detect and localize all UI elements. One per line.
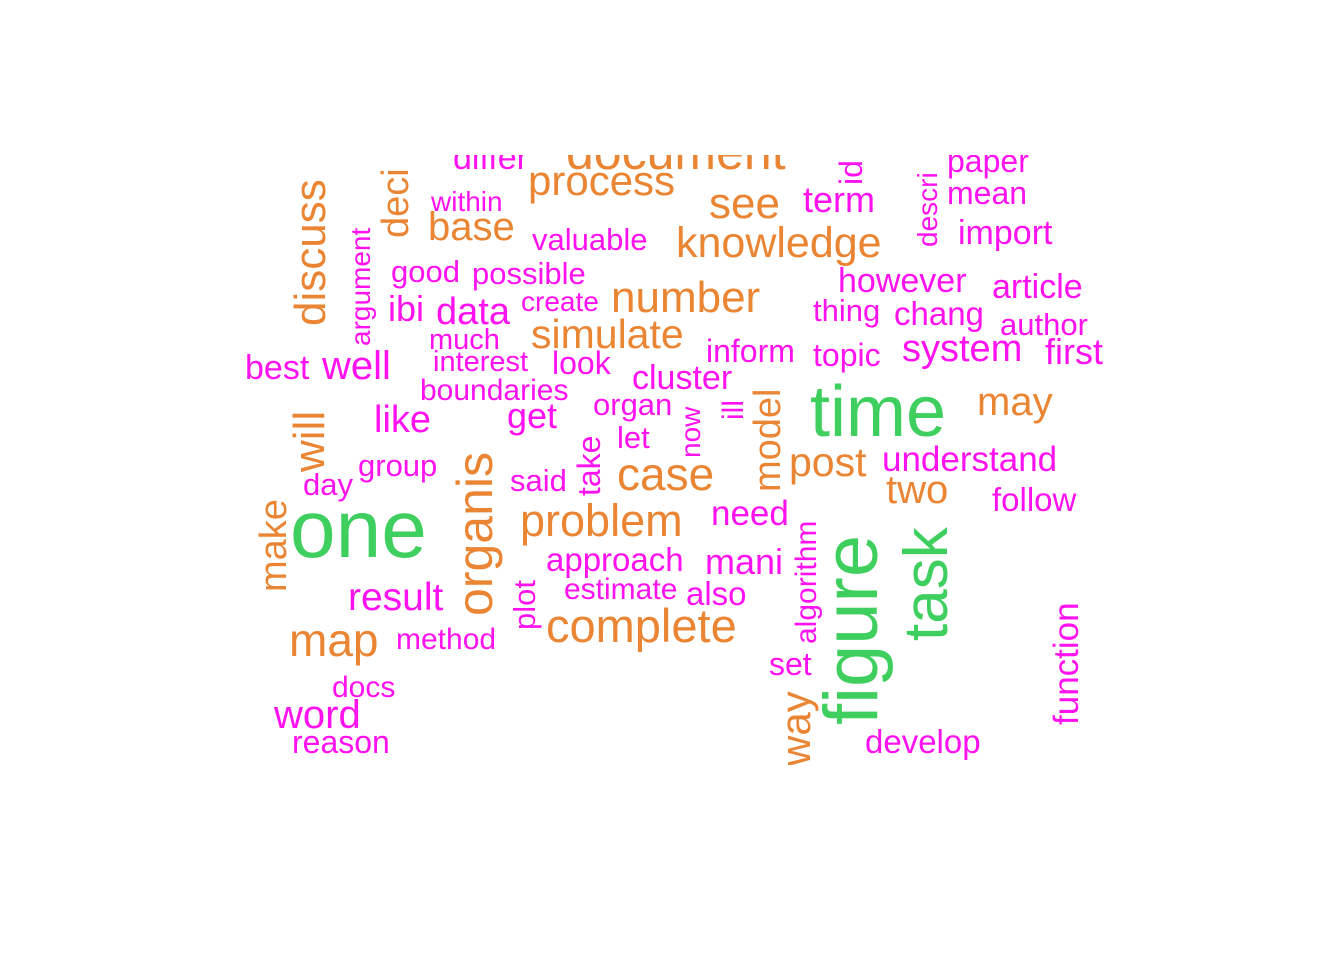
word-develop: develop xyxy=(865,723,981,761)
word-function: function xyxy=(1047,602,1086,725)
word-like: like xyxy=(374,398,432,441)
word-will: will xyxy=(285,410,334,472)
word-import: import xyxy=(958,214,1053,253)
word-task: task xyxy=(892,527,961,641)
word-number: number xyxy=(611,273,761,323)
word-argument: argument xyxy=(345,227,376,346)
word-document: document xyxy=(566,155,786,177)
word-data: data xyxy=(436,290,510,333)
word-paper: paper xyxy=(947,155,1029,180)
word-method: method xyxy=(396,622,497,656)
word-discuss: discuss xyxy=(286,179,335,326)
word-understand: understand xyxy=(882,440,1058,480)
word-deci: deci xyxy=(375,168,417,238)
word-look: look xyxy=(552,345,611,382)
word-first: first xyxy=(1045,331,1103,373)
word-map: map xyxy=(289,614,379,667)
word-approach: approach xyxy=(546,541,684,579)
word-problem: problem xyxy=(520,495,683,547)
word-chang: chang xyxy=(894,295,984,333)
word-thing: thing xyxy=(813,292,881,328)
word-also: also xyxy=(686,575,747,613)
word-knowledge: knowledge xyxy=(676,219,882,268)
word-complete: complete xyxy=(546,599,737,653)
word-ibi: ibi xyxy=(388,288,425,330)
word-system: system xyxy=(902,327,1023,370)
word-said: said xyxy=(510,462,567,498)
word-see: see xyxy=(709,179,780,229)
word-author: author xyxy=(1000,306,1088,342)
word-model: model xyxy=(747,388,789,493)
word-set: set xyxy=(769,646,812,683)
word-valuable: valuable xyxy=(532,221,648,257)
word-case: case xyxy=(617,448,715,501)
word-follow: follow xyxy=(992,481,1077,519)
word-best: best xyxy=(245,349,310,388)
word-ill: ill xyxy=(717,400,750,420)
word-differ: differ xyxy=(453,155,528,178)
word-time: time xyxy=(810,371,947,452)
word-topic: topic xyxy=(813,337,881,374)
word-group: group xyxy=(358,447,438,483)
word-base: base xyxy=(428,204,515,249)
word-figure: figure xyxy=(809,534,894,725)
word-may: may xyxy=(977,379,1053,424)
word-two: two xyxy=(886,467,949,512)
word-post: post xyxy=(789,438,867,485)
word-inform: inform xyxy=(706,333,795,370)
word-cluster: cluster xyxy=(632,359,733,398)
word-term: term xyxy=(803,179,875,221)
word-mani: mani xyxy=(705,541,784,583)
word-result: result xyxy=(348,575,444,619)
word-well: well xyxy=(322,343,391,388)
word-docs: docs xyxy=(332,670,396,704)
word-take: take xyxy=(571,435,607,496)
word-much: much xyxy=(429,323,500,356)
word-make: make xyxy=(253,499,295,592)
word-possible: possible xyxy=(472,255,586,291)
word-way: way xyxy=(772,691,819,765)
word-boundaries: boundaries xyxy=(420,373,569,407)
word-process: process xyxy=(528,156,676,204)
word-now: now xyxy=(675,406,706,458)
word-create: create xyxy=(521,285,599,317)
word-reason: reason xyxy=(292,724,390,761)
word-interest: interest xyxy=(433,345,529,378)
word-let: let xyxy=(617,419,650,455)
word-estimate: estimate xyxy=(564,572,678,606)
word-organis: organis xyxy=(447,452,503,616)
word-simulate: simulate xyxy=(531,310,684,357)
word-within: within xyxy=(431,185,503,217)
word-algorithm: algorithm xyxy=(790,520,823,644)
word-however: however xyxy=(838,262,967,301)
word-article: article xyxy=(992,268,1083,307)
word-plot: plot xyxy=(507,580,542,630)
word-mean: mean xyxy=(947,175,1028,212)
word-get: get xyxy=(507,395,558,437)
word-good: good xyxy=(391,253,460,289)
word-word: word xyxy=(274,692,361,737)
word-descri: descri xyxy=(912,172,943,247)
word-organ: organ xyxy=(593,386,673,422)
word-one: one xyxy=(290,483,427,575)
word-day: day xyxy=(303,466,353,502)
word-need: need xyxy=(711,494,789,534)
